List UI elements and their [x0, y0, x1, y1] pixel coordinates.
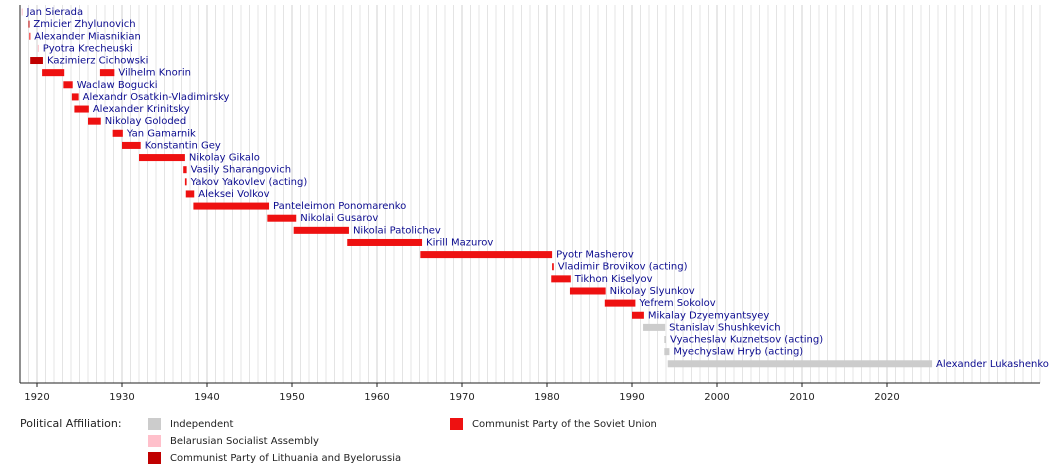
row-label: Nikolai Patolichev	[353, 225, 441, 236]
row-label: Panteleimon Ponomarenko	[273, 201, 406, 212]
bar	[193, 202, 270, 210]
bar	[667, 360, 933, 368]
bar	[347, 238, 423, 246]
row-label: Tikhon Kiselyov	[574, 274, 653, 285]
row-label: Stanislav Shushkevich	[669, 322, 780, 333]
bar	[139, 154, 185, 162]
row-label: Konstantin Gey	[145, 140, 221, 151]
row-label: Vyacheslav Kuznetsov (acting)	[670, 335, 823, 346]
bar	[183, 166, 187, 174]
bar	[293, 226, 349, 234]
row-label: Nikolai Gusarov	[300, 213, 378, 224]
bar	[63, 81, 73, 89]
legend-swatch	[148, 435, 161, 447]
bar	[267, 214, 297, 222]
row-label: Jan Sierada	[26, 7, 84, 18]
row-label: Aleksei Volkov	[198, 189, 269, 200]
bar	[604, 299, 636, 307]
row-label: Vladimir Brovikov (acting)	[558, 262, 688, 273]
x-tick-label: 1980	[534, 392, 559, 403]
bar	[30, 57, 43, 65]
x-tick-label: 1950	[279, 392, 304, 403]
row-label: Nikolay Goloded	[105, 116, 186, 127]
legend-label: Communist Party of the Soviet Union	[472, 419, 657, 430]
row-label: Zmicier Zhylunovich	[33, 19, 135, 30]
row-label: Alexandr Osatkin-Vladimirsky	[83, 92, 230, 103]
bar	[551, 275, 571, 283]
row-label: Mikalay Dzyemyantsyey	[648, 310, 769, 321]
legend-label: Communist Party of Lithuania and Byeloru…	[170, 453, 401, 464]
row-label: Pyotr Masherov	[556, 250, 634, 261]
bar	[185, 190, 195, 198]
row-label: Alexander Miasnikian	[34, 31, 141, 42]
bar	[29, 32, 31, 40]
row-label: Myechyslaw Hryb (acting)	[673, 347, 803, 358]
row-label: Yan Gamarnik	[126, 128, 196, 139]
bar	[42, 69, 65, 77]
legend-title: Political Affiliation:	[20, 417, 122, 430]
legend-label: Belarusian Socialist Assembly	[170, 436, 319, 447]
bar	[632, 311, 644, 319]
x-tick-label: 2010	[789, 392, 814, 403]
bar	[28, 20, 30, 28]
row-label: Alexander Krinitsky	[93, 104, 190, 115]
legend-swatch	[148, 418, 161, 430]
x-tick-label: 1940	[194, 392, 219, 403]
bar	[643, 323, 666, 331]
row-label: Yefrem Sokolov	[638, 298, 715, 309]
row-label: Kazimierz Cichowski	[47, 56, 148, 67]
x-tick-label: 1930	[109, 392, 134, 403]
bar	[569, 287, 606, 295]
row-label: Kirill Mazurov	[426, 237, 493, 248]
row-label: Waclaw Bogucki	[77, 80, 158, 91]
bar	[71, 93, 79, 101]
bar	[21, 8, 23, 16]
row-label: Vilhelm Knorin	[118, 68, 191, 79]
bar	[88, 117, 101, 125]
bar	[552, 263, 554, 271]
legend-swatch	[450, 418, 463, 430]
bar	[112, 129, 123, 137]
row-label: Pyotra Krecheuski	[43, 43, 133, 54]
row-label: Alexander Lukashenko	[936, 359, 1049, 370]
bar	[664, 336, 666, 344]
bar	[99, 69, 115, 77]
x-tick-label: 2000	[704, 392, 729, 403]
x-tick-label: 1990	[619, 392, 644, 403]
x-tick-label: 1920	[24, 392, 49, 403]
bar	[184, 178, 187, 186]
x-tick-label: 1970	[449, 392, 474, 403]
x-tick-label: 2020	[874, 392, 899, 403]
x-tick-label: 1960	[364, 392, 389, 403]
bar	[37, 44, 39, 52]
row-label: Vasily Sharangovich	[191, 165, 291, 176]
bar	[74, 105, 89, 113]
bar	[420, 251, 553, 259]
bar	[122, 141, 141, 149]
row-label: Nikolay Slyunkov	[610, 286, 695, 297]
row-label: Nikolay Gikalo	[189, 153, 260, 164]
legend-swatch	[148, 452, 161, 464]
row-label: Yakov Yakovlev (acting)	[190, 177, 308, 188]
bar	[664, 348, 670, 356]
legend-label: Independent	[170, 419, 233, 430]
